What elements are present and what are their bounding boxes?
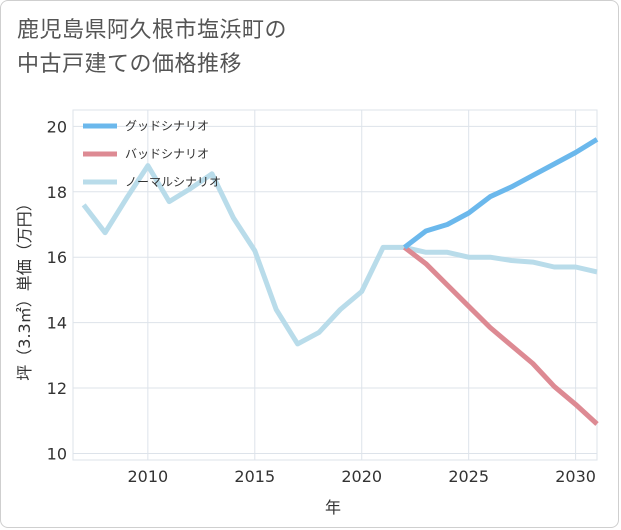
y-tick-label: 12 [47,379,67,398]
y-tick-label: 14 [47,314,67,333]
legend-item-good: グッドシナリオ [83,119,209,133]
chart-title-line2: 中古戸建ての価格推移 [17,52,243,77]
legend-label: バッドシナリオ [125,147,209,161]
legend-label: グッドシナリオ [125,119,209,133]
x-tick-label: 2020 [341,467,382,486]
y-axis-label: 坪（3.3㎡）単価（万円） [15,195,34,380]
series-line-bad [402,245,599,426]
legend-label: ノーマルシナリオ [125,175,221,189]
y-axis-ticks: 10 12 14 16 18 20 [47,117,67,463]
x-axis-ticks: 2010 2015 2020 2025 2030 [127,467,595,486]
x-tick-label: 2010 [127,467,168,486]
x-tick-label: 2030 [555,467,596,486]
legend-item-normal: ノーマルシナリオ [83,175,221,189]
grid [72,109,598,461]
chart-title-line1: 鹿児島県阿久根市塩浜町の [17,18,288,43]
series-line-good [402,137,599,250]
y-tick-label: 10 [47,444,67,463]
chart-title: 鹿児島県阿久根市塩浜町の 中古戸建ての価格推移 [17,14,577,82]
x-tick-label: 2025 [448,467,489,486]
x-tick-label: 2015 [234,467,275,486]
series-line-normal [81,163,598,347]
y-tick-label: 20 [47,117,67,136]
legend-item-bad: バッドシナリオ [83,147,209,161]
y-tick-label: 18 [47,183,67,202]
series-layer [81,137,599,426]
y-tick-label: 16 [47,248,67,267]
plot-area [72,109,598,461]
x-axis-label: 年 [325,498,341,517]
